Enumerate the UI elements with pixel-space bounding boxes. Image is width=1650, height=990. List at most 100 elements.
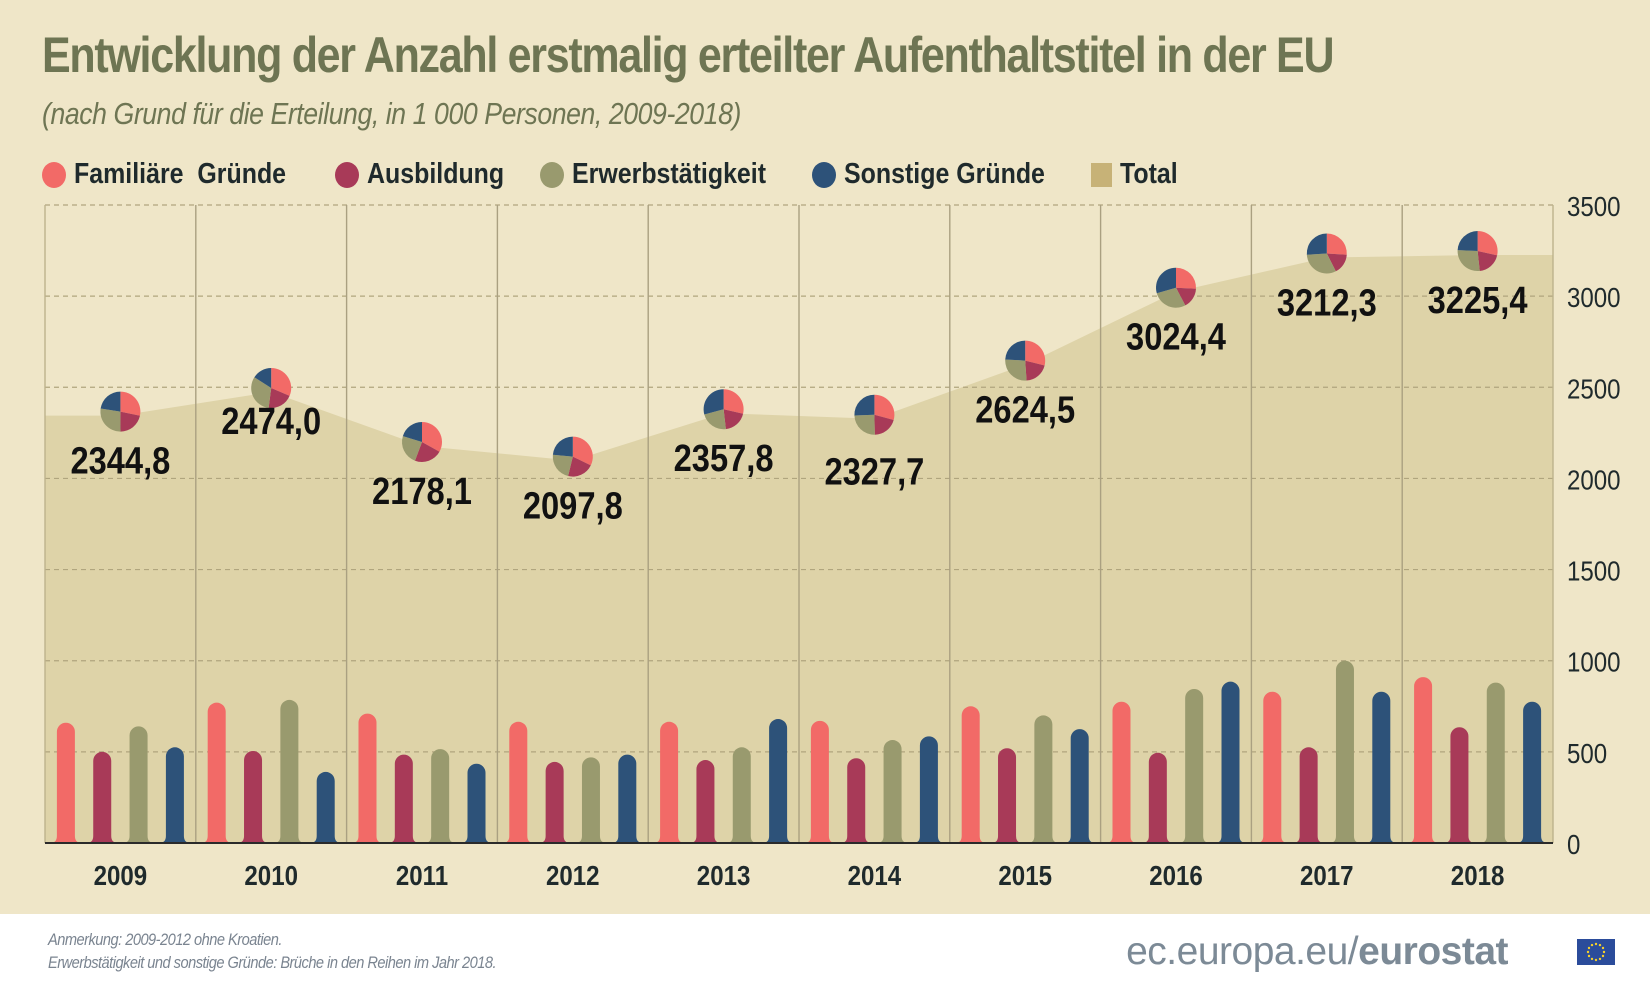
legend-label: Total xyxy=(1120,158,1179,190)
bar-2014-4 xyxy=(912,736,945,843)
bar-2015-4 xyxy=(1063,729,1096,843)
bar-2013-4 xyxy=(762,719,795,843)
pie-slice xyxy=(723,389,744,414)
bar-2012-1 xyxy=(502,721,535,843)
pie-marker-2010 xyxy=(251,368,292,409)
x-tick-label: 2014 xyxy=(848,859,902,891)
x-tick-label: 2017 xyxy=(1300,859,1354,891)
pie-slice xyxy=(1005,340,1026,361)
pie-slice xyxy=(100,408,121,432)
pie-slice xyxy=(1176,287,1196,306)
pie-slice xyxy=(402,436,422,461)
bar-2017-3 xyxy=(1328,660,1361,843)
pie-marker-2015 xyxy=(1005,340,1046,381)
bar-2013-1 xyxy=(653,721,686,843)
y-tick-label: 500 xyxy=(1567,737,1607,769)
pie-slice xyxy=(568,456,591,477)
pie-slice xyxy=(552,454,573,477)
bar-2016-4 xyxy=(1214,681,1247,843)
bar-2017-4 xyxy=(1365,691,1398,843)
pie-slice xyxy=(268,388,290,409)
url-bold: eurostat xyxy=(1358,930,1508,973)
pie-marker-2016 xyxy=(1155,267,1196,308)
bar-2016-1 xyxy=(1105,701,1138,843)
chart-svg: 2344,8 2474,0 2178,1 2097,8 2357,8 2327,7 2624… xyxy=(44,190,1621,891)
pie-marker-2009 xyxy=(100,391,141,432)
pie-marker-2018 xyxy=(1457,231,1498,272)
pie-marker-2017 xyxy=(1306,233,1347,274)
chart-subtitle: (nach Grund für die Erteilung, in 1 000 … xyxy=(42,96,741,131)
bar-2018-1 xyxy=(1407,677,1440,843)
pie-slice xyxy=(422,421,443,452)
bar-2012-2 xyxy=(538,761,571,843)
total-label-2013: 2357,8 xyxy=(674,437,774,480)
bar-2011-1 xyxy=(351,713,384,843)
y-tick-label: 3000 xyxy=(1567,281,1621,313)
bar-2017-2 xyxy=(1292,747,1325,843)
pie-slice xyxy=(854,394,875,416)
pie-slice xyxy=(572,436,593,466)
eurostat-link[interactable]: ec.europa.eu/eurostat xyxy=(1126,930,1508,974)
pie-slice xyxy=(1326,233,1347,255)
bar-2009-1 xyxy=(49,722,82,843)
pie-slice xyxy=(1005,359,1027,381)
bar-2013-3 xyxy=(725,747,758,843)
pie-slice xyxy=(723,409,744,430)
pie-slice xyxy=(402,421,422,442)
pie-slice xyxy=(251,377,272,408)
eu-flag-icon xyxy=(1577,939,1615,965)
bar-2011-2 xyxy=(387,754,420,843)
total-label-2012: 2097,8 xyxy=(523,484,623,527)
pie-slice xyxy=(874,394,895,421)
pie-slice xyxy=(1176,267,1196,289)
legend: Familiäre Gründe Ausbildung Erwerbstätig… xyxy=(42,158,1201,191)
total-label-2014: 2327,7 xyxy=(824,450,924,493)
bar-2010-2 xyxy=(237,750,270,843)
total-label-2015: 2624,5 xyxy=(975,388,1075,431)
bar-2015-2 xyxy=(991,748,1024,843)
total-label-2010: 2474,0 xyxy=(221,400,321,443)
pie-slice xyxy=(1025,340,1046,366)
footer-note-1: Anmerkung: 2009-2012 ohne Kroatien. xyxy=(48,930,282,949)
pie-marker-2013 xyxy=(703,389,744,430)
pie-slice xyxy=(100,391,121,412)
pie-slice xyxy=(1457,231,1478,252)
pie-slice xyxy=(854,414,875,435)
bar-2011-4 xyxy=(460,763,493,843)
bar-2018-3 xyxy=(1479,682,1512,843)
bar-2016-3 xyxy=(1178,688,1211,843)
pie-slice xyxy=(874,414,894,435)
pie-slice xyxy=(1306,233,1327,255)
legend-item-sonstige: Sonstige Gründe xyxy=(811,158,1056,191)
bar-2012-3 xyxy=(574,757,607,843)
legend-swatch-sonstige-icon xyxy=(811,161,836,188)
x-tick-label: 2009 xyxy=(94,859,148,891)
footer-note-2: Erwerbstätigkeit und sonstige Gründe: Br… xyxy=(48,953,497,972)
pie-slice xyxy=(704,409,726,430)
legend-item-erwerb: Erwerbstätigkeit xyxy=(540,158,776,191)
pie-slice xyxy=(1306,253,1336,274)
legend-item-ausbildung: Ausbildung xyxy=(334,158,504,191)
pie-slice xyxy=(703,389,724,415)
bar-2016-2 xyxy=(1141,752,1174,843)
x-tick-label: 2011 xyxy=(396,859,448,891)
legend-swatch-ausbildung-icon xyxy=(334,161,359,188)
pie-marker-2012 xyxy=(552,436,593,477)
bar-2009-2 xyxy=(86,751,119,843)
pie-slice xyxy=(1155,267,1176,294)
legend-item-familiaere: Familiäre Gründe xyxy=(42,158,299,191)
pie-slice xyxy=(1477,231,1498,256)
y-tick-label: 1500 xyxy=(1567,555,1621,587)
total-label-2009: 2344,8 xyxy=(70,439,170,482)
total-label-2011: 2178,1 xyxy=(372,470,472,513)
bar-2014-3 xyxy=(876,740,909,843)
bar-2017-1 xyxy=(1256,691,1289,843)
legend-label: Familiäre Gründe xyxy=(74,158,287,190)
y-tick-label: 0 xyxy=(1567,828,1580,860)
chart-title: Entwicklung der Anzahl erstmalig erteilt… xyxy=(42,27,1335,83)
total-label-2016: 3024,4 xyxy=(1126,315,1226,358)
bar-2011-3 xyxy=(424,749,457,843)
bar-2018-4 xyxy=(1516,701,1549,843)
bar-2010-3 xyxy=(273,699,306,843)
pie-slice xyxy=(254,368,272,389)
